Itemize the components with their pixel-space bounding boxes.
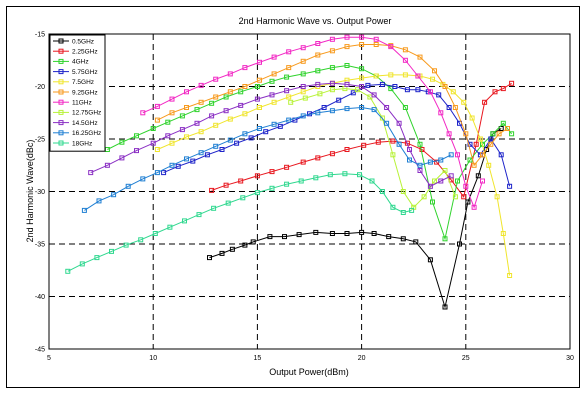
y-tick-label: -40 [35,294,45,301]
x-tick-label: 25 [462,355,470,362]
chart-title: 2nd Harmonic Wave vs. Output Power [239,16,392,26]
legend-label: 7.5GHz [72,79,94,86]
y-tick-label: -35 [35,242,45,249]
legend: 0.5GHz 2.25GHz 4GHz 5.75GHz 7.5GHz 9.25GHz 11G… [50,35,105,151]
legend-label: 9.25GHz [72,89,98,96]
legend-label: 18GHz [72,140,92,147]
legend-label: 14.5GHz [72,120,98,127]
legend-label: 0.5GHz [72,38,94,45]
y-axis-label: 2nd Harmonic Wave(dBc) [25,140,35,243]
x-tick-label: 30 [566,355,574,362]
y-tick-label: -45 [35,347,45,354]
x-axis-label: Output Power(dBm) [269,367,349,377]
x-tick-label: 15 [254,355,262,362]
legend-label: 5.75GHz [72,69,98,76]
legend-label: 4GHz [72,59,89,66]
y-tick-label: -20 [35,84,45,91]
legend-label: 12.75GHz [72,110,101,117]
x-tick-label: 10 [149,355,157,362]
legend-label: 16.25GHz [72,130,101,137]
legend-label: 2.25GHz [72,49,98,56]
x-tick-label: 5 [47,355,51,362]
y-tick-label: -25 [35,137,45,144]
y-tick-label: -30 [35,189,45,196]
x-tick-label: 20 [358,355,366,362]
y-tick-label: -15 [35,32,45,39]
legend-label: 11GHz [72,100,92,107]
